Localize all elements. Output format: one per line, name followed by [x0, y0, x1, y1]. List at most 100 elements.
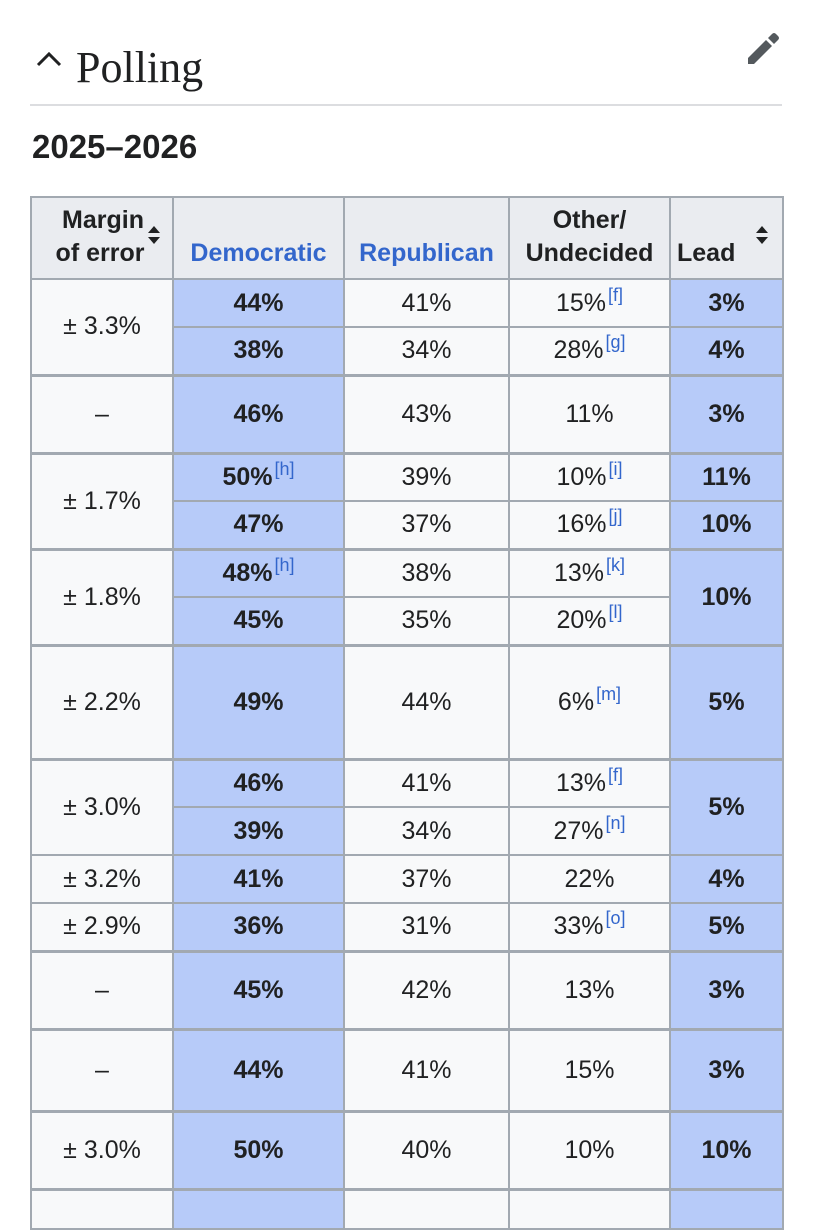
democratic-cell: 44% [172, 278, 345, 328]
other-cell: 15% [f] [508, 278, 671, 328]
section-title: Polling [76, 43, 204, 92]
reference-link[interactable]: [k] [606, 554, 626, 575]
margin-of-error-cell: ± 3.2% [30, 854, 174, 904]
reference-link[interactable]: [n] [605, 812, 626, 833]
other-cell: 16% [j] [508, 500, 671, 550]
margin-of-error-cell: – [30, 949, 174, 1030]
header-republican-label[interactable]: Republican [359, 239, 494, 267]
other-value: 22% [564, 864, 615, 893]
table-row: – 46% 43% 11% 3% [30, 373, 784, 454]
margin-of-error-cell: ± 2.9% [30, 902, 174, 952]
other-value: 6% [557, 687, 595, 716]
lead-cell: 5% [669, 757, 784, 856]
reference-link[interactable]: [g] [605, 332, 626, 353]
democratic-value: 39% [233, 816, 284, 845]
table-row [30, 1187, 784, 1230]
republican-cell: 35% [343, 596, 510, 646]
polling-table: Margin of error Democratic Republican Ot… [30, 196, 784, 1230]
column-header-democratic[interactable]: Democratic [172, 196, 345, 280]
lead-cell: 10% [669, 500, 784, 550]
margin-of-error-cell: ± 2.2% [30, 643, 174, 760]
table-row: – 44% 41% 15% 3% [30, 1027, 784, 1112]
lead-cell [669, 1187, 784, 1230]
other-cell: 22% [508, 854, 671, 904]
democratic-cell: 47% [172, 500, 345, 550]
democratic-value: 41% [233, 864, 284, 893]
column-header-margin-of-error[interactable]: Margin of error [30, 196, 174, 280]
republican-cell: 40% [343, 1109, 510, 1190]
democratic-cell: 46% [172, 373, 345, 454]
lead-cell: 5% [669, 643, 784, 760]
header-democratic-label[interactable]: Democratic [190, 239, 327, 267]
republican-cell: 41% [343, 1027, 510, 1112]
other-cell: 6% [m] [508, 643, 671, 760]
democratic-value: 50% [222, 462, 273, 491]
democratic-value: 48% [222, 558, 273, 587]
democratic-value: 50% [233, 1135, 284, 1164]
reference-link[interactable]: [l] [608, 602, 623, 623]
lead-cell: 5% [669, 902, 784, 952]
lead-cell: 3% [669, 1027, 784, 1112]
margin-of-error-cell: ± 3.3% [30, 278, 174, 376]
column-header-republican[interactable]: Republican [343, 196, 510, 280]
other-value: 13% [555, 768, 607, 797]
lead-cell: 3% [669, 278, 784, 328]
other-cell: 10% [508, 1109, 671, 1190]
table-row: ± 3.0% 46% 41% 13% [f] 5% [30, 757, 784, 856]
democratic-value: 47% [233, 510, 284, 539]
lead-cell: 4% [669, 326, 784, 376]
table-row: ± 2.9% 36% 31% 33% [o] 5% [30, 902, 784, 952]
margin-of-error-cell: – [30, 1027, 174, 1112]
democratic-cell: 45% [172, 596, 345, 646]
democratic-cell: 38% [172, 326, 345, 376]
other-value: 15% [555, 288, 607, 317]
republican-cell: 39% [343, 451, 510, 502]
pencil-icon[interactable] [742, 30, 782, 70]
republican-cell: 44% [343, 643, 510, 760]
other-cell: 15% [508, 1027, 671, 1112]
republican-cell: 42% [343, 949, 510, 1030]
margin-of-error-cell: ± 1.7% [30, 451, 174, 550]
table-row: ± 1.8% 48% [h] 38% 13% [k] 10% [30, 547, 784, 646]
democratic-cell: 45% [172, 949, 345, 1030]
democratic-cell: 36% [172, 902, 345, 952]
other-value: 11% [565, 399, 614, 428]
reference-link[interactable]: [h] [274, 554, 295, 575]
republican-cell: 38% [343, 547, 510, 598]
other-value: 10% [564, 1135, 615, 1164]
sort-icon[interactable] [146, 224, 162, 246]
republican-cell: 34% [343, 806, 510, 856]
other-value: 15% [564, 1055, 615, 1084]
lead-cell: 10% [669, 1109, 784, 1190]
democratic-value: 44% [233, 288, 284, 317]
chevron-up-icon[interactable] [32, 42, 66, 76]
table-row: ± 1.7% 50% [h] 39% 10% [i] 11% [30, 451, 784, 550]
sort-icon[interactable] [754, 224, 770, 246]
header-moe-line1: Margin [62, 206, 144, 234]
reference-link[interactable]: [o] [605, 908, 626, 929]
reference-link[interactable]: [f] [608, 764, 624, 785]
democratic-value: 46% [233, 399, 284, 428]
other-cell: 33% [o] [508, 902, 671, 952]
column-header-other-undecided[interactable]: Other/ Undecided [508, 196, 671, 280]
reference-link[interactable]: [j] [608, 506, 623, 527]
lead-cell: 3% [669, 373, 784, 454]
democratic-value: 44% [233, 1055, 284, 1084]
header-lead-label: Lead [677, 239, 736, 267]
other-value: 28% [553, 336, 604, 365]
table-row: 47% 37% 16% [j] 10% [31, 500, 784, 550]
reference-link[interactable]: [f] [608, 284, 624, 305]
other-value: 13% [564, 975, 615, 1004]
republican-cell: 34% [343, 326, 510, 376]
other-cell: 10% [i] [508, 451, 671, 502]
democratic-value: 45% [233, 606, 284, 635]
table-row: ± 3.3% 44% 41% 15% [f] 3% [30, 278, 784, 376]
column-header-lead[interactable]: Lead [669, 196, 784, 280]
other-value: 20% [556, 606, 607, 635]
lead-cell: 10% [669, 547, 784, 646]
republican-cell: 37% [343, 500, 510, 550]
reference-link[interactable]: [i] [608, 458, 623, 479]
reference-link[interactable]: [m] [596, 683, 622, 704]
section-header[interactable]: Polling [30, 22, 782, 106]
reference-link[interactable]: [h] [274, 458, 295, 479]
